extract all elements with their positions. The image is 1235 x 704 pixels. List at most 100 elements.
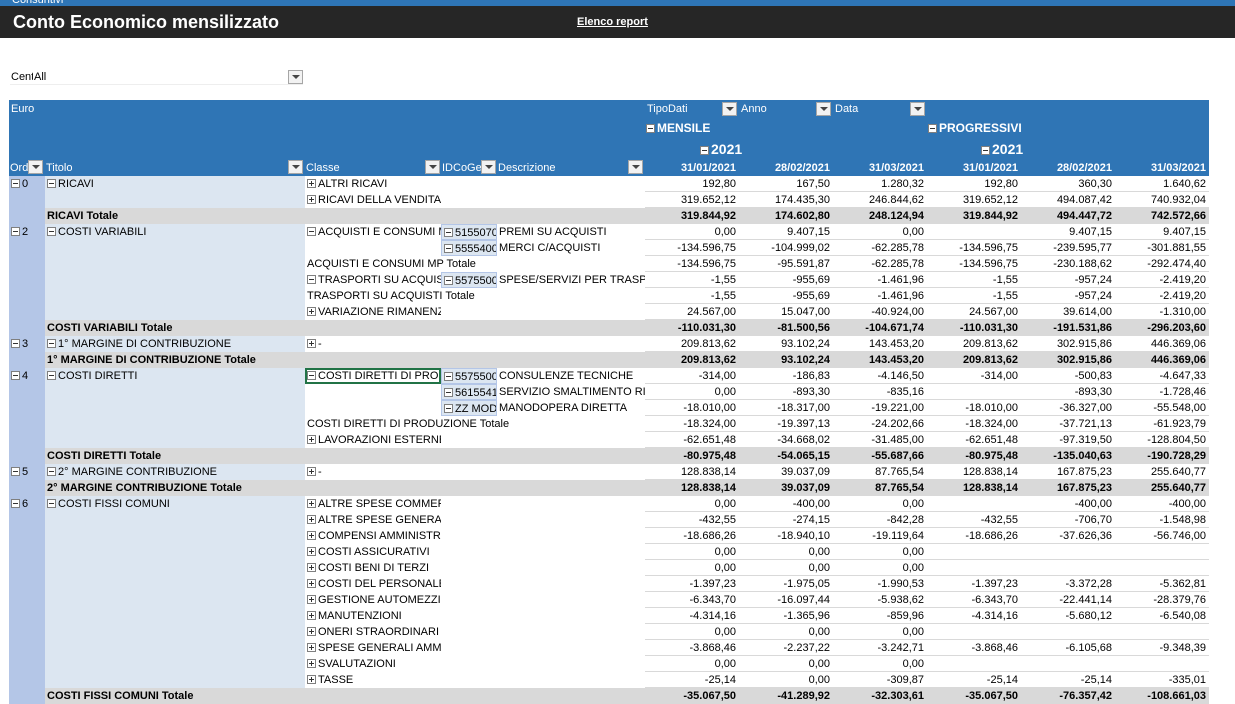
value-cell-text: -4.647,33: [1159, 370, 1206, 382]
expand-icon[interactable]: [307, 611, 316, 620]
ord-cell-text: 0: [22, 178, 29, 190]
expand-icon[interactable]: [307, 179, 316, 188]
ord-cell: [9, 688, 45, 704]
value-cell: -1.728,46: [1115, 384, 1209, 400]
expand-icon[interactable]: [307, 435, 316, 444]
expand-icon[interactable]: [47, 227, 56, 236]
expand-icon[interactable]: [47, 499, 56, 508]
value-cell-text: 0,00: [902, 226, 924, 238]
value-cell-text: 192,80: [702, 178, 736, 190]
expand-icon[interactable]: [11, 179, 20, 188]
value-cell-text: -835,16: [886, 386, 924, 398]
dropdown-button[interactable]: [425, 160, 440, 174]
value-cell: 39.037,09: [739, 480, 833, 496]
expand-icon[interactable]: [11, 467, 20, 476]
value-cell: 0,00: [645, 656, 739, 672]
expand-icon[interactable]: [307, 547, 316, 556]
expand-icon[interactable]: [307, 467, 316, 476]
expand-icon[interactable]: [700, 146, 709, 155]
group-total-text: COSTI FISSI COMUNI Totale: [47, 690, 194, 702]
dropdown-button[interactable]: [910, 102, 925, 116]
value-cell: 742.572,66: [1115, 208, 1209, 224]
classe-cell-text: -: [318, 338, 322, 350]
column-header-text: Titolo: [46, 162, 73, 174]
expand-icon[interactable]: [307, 339, 316, 348]
expand-icon[interactable]: [307, 307, 316, 316]
expand-icon[interactable]: [928, 124, 937, 133]
filter-dropdown[interactable]: [288, 70, 303, 84]
expand-icon[interactable]: [444, 372, 453, 381]
expand-icon[interactable]: [307, 579, 316, 588]
expand-icon[interactable]: [444, 404, 453, 413]
value-cell: -893,30: [1021, 384, 1115, 400]
value-cell-text: -1,55: [992, 290, 1018, 302]
descrizione-cell: SPESE/SERVIZI PER TRASPOR: [497, 272, 645, 288]
ord-cell: 3: [9, 336, 45, 352]
expand-icon[interactable]: [444, 388, 453, 397]
value-cell-text: -25,14: [986, 674, 1018, 686]
value-cell: -500,83: [1021, 368, 1115, 384]
expand-icon[interactable]: [307, 675, 316, 684]
expand-icon[interactable]: [646, 124, 655, 133]
value-cell-text: -1.728,46: [1159, 386, 1206, 398]
expand-icon[interactable]: [307, 371, 316, 380]
value-cell: -859,96: [833, 608, 927, 624]
dropdown-button[interactable]: [722, 102, 737, 116]
value-cell: -4.647,33: [1115, 368, 1209, 384]
expand-icon[interactable]: [307, 627, 316, 636]
classe-cell-text: RICAVI DELLA VENDITA: [318, 194, 441, 206]
value-cell-text: -1.397,23: [971, 578, 1018, 590]
expand-icon[interactable]: [307, 563, 316, 572]
expand-icon[interactable]: [11, 227, 20, 236]
expand-icon[interactable]: [307, 515, 316, 524]
dropdown-button[interactable]: [816, 102, 831, 116]
value-cell-text: -35.067,50: [683, 690, 736, 702]
column-header: IDCoGe: [442, 159, 482, 177]
value-cell-text: -6.343,70: [971, 594, 1018, 606]
ord-cell-text: 6: [22, 498, 29, 510]
expand-icon[interactable]: [307, 595, 316, 604]
report-list-link[interactable]: Elenco report: [577, 16, 648, 28]
titolo-cell: [45, 512, 305, 528]
expand-icon[interactable]: [47, 339, 56, 348]
expand-icon[interactable]: [981, 146, 990, 155]
expand-icon[interactable]: [11, 339, 20, 348]
value-cell-text: -314,00: [698, 370, 736, 382]
value-cell: -1.975,05: [739, 576, 833, 592]
value-cell-text: -957,24: [1074, 274, 1112, 286]
date-header-text: 31/01/2021: [680, 162, 736, 174]
expand-icon[interactable]: [11, 499, 20, 508]
top-tab[interactable]: Consuntivi: [0, 0, 1235, 6]
value-cell-text: -80.975,48: [965, 450, 1018, 462]
expand-icon[interactable]: [444, 228, 453, 237]
expand-icon[interactable]: [307, 531, 316, 540]
dropdown-button[interactable]: [28, 160, 43, 174]
expand-icon[interactable]: [47, 179, 56, 188]
expand-icon[interactable]: [307, 195, 316, 204]
value-cell: -108.661,03: [1115, 688, 1209, 704]
expand-icon[interactable]: [47, 371, 56, 380]
value-cell-text: 128.838,14: [962, 482, 1018, 494]
classe-cell-text: COSTI DEL PERSONALE INDIRETTI: [318, 578, 441, 590]
expand-icon[interactable]: [444, 244, 453, 253]
classe-cell-text: VARIAZIONE RIMANENZE: [318, 306, 441, 318]
value-cell-text: 0,00: [902, 658, 924, 670]
ord-cell: [9, 512, 45, 528]
expand-icon[interactable]: [307, 227, 316, 236]
expand-icon[interactable]: [47, 467, 56, 476]
dropdown-button[interactable]: [288, 160, 303, 174]
expand-icon[interactable]: [444, 276, 453, 285]
value-cell-text: 0,00: [808, 658, 830, 670]
expand-icon[interactable]: [11, 371, 20, 380]
expand-icon[interactable]: [307, 275, 316, 284]
value-cell: 446.369,06: [1115, 336, 1209, 352]
ord-cell: [9, 432, 45, 448]
dropdown-button[interactable]: [481, 160, 496, 174]
ord-cell: 0: [9, 176, 45, 192]
expand-icon[interactable]: [307, 499, 316, 508]
expand-icon[interactable]: [307, 659, 316, 668]
expand-icon[interactable]: [307, 643, 316, 652]
ord-cell-text: 3: [22, 338, 29, 350]
dropdown-button[interactable]: [628, 160, 643, 174]
